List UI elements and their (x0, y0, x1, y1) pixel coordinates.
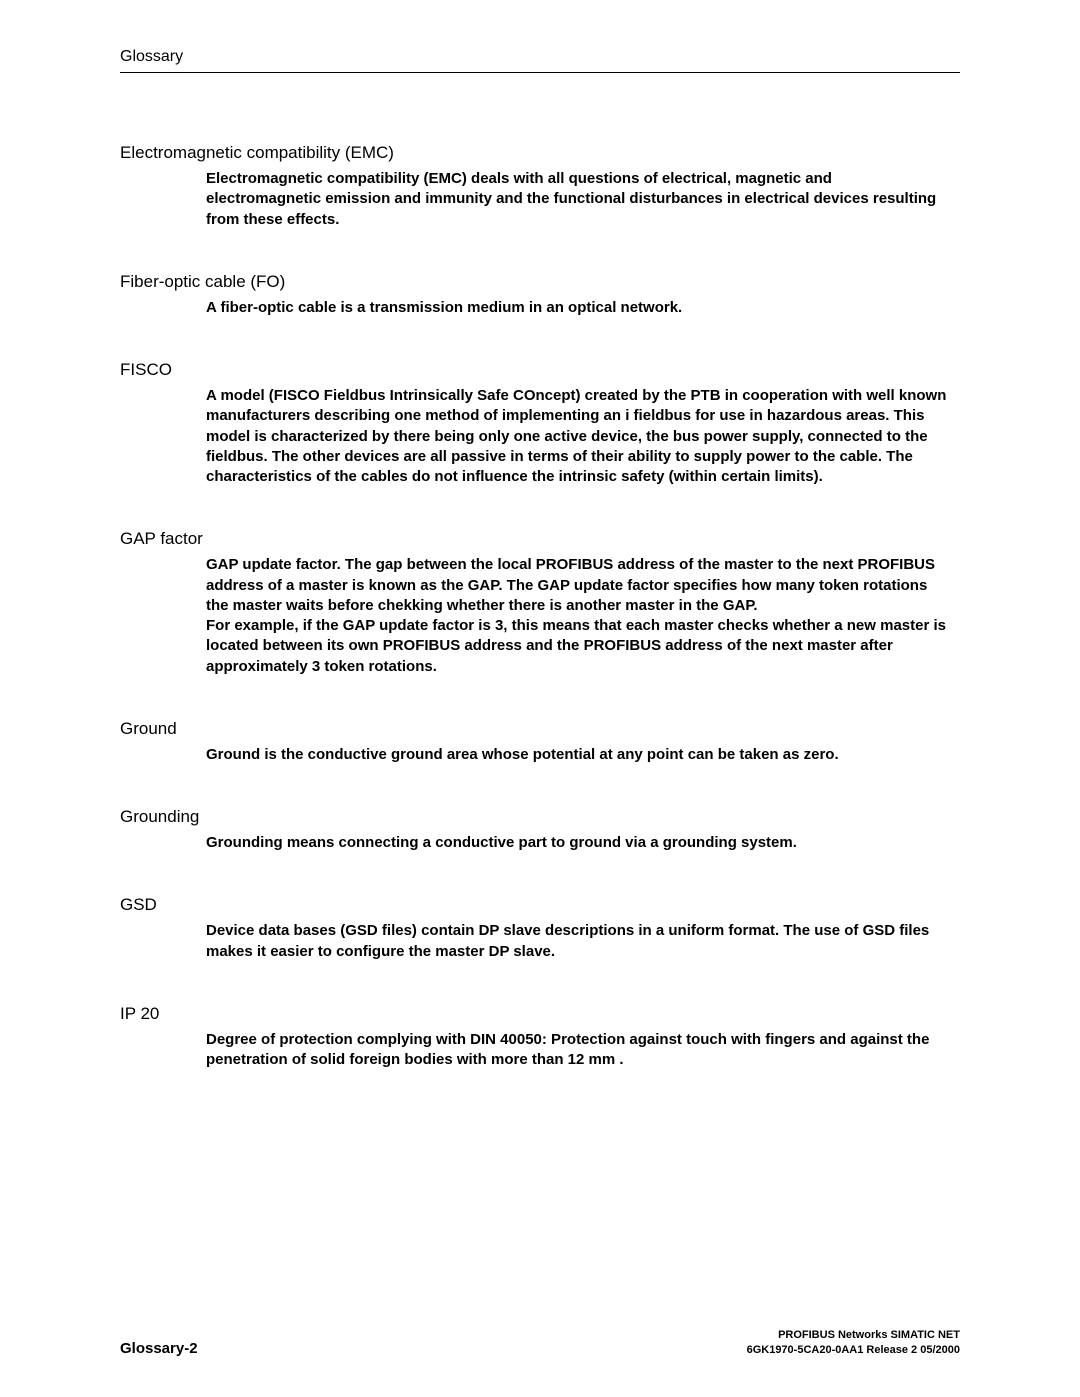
term-heading: Electromagnetic compatibility (EMC) (120, 143, 960, 163)
glossary-entry: Grounding Grounding means connecting a c… (120, 807, 960, 853)
footer-doc-id: 6GK1970-5CA20-0AA1 Release 2 05/2000 (747, 1343, 960, 1357)
glossary-entry: IP 20 Degree of protection complying wit… (120, 1004, 960, 1071)
term-heading: Ground (120, 719, 960, 739)
glossary-entry: FISCO A model (FISCO Fieldbus Intrinsica… (120, 360, 960, 487)
term-definition: Degree of protection complying with DIN … (120, 1030, 960, 1071)
footer-doc-info: PROFIBUS Networks SIMATIC NET 6GK1970-5C… (747, 1328, 960, 1357)
term-heading: FISCO (120, 360, 960, 380)
term-heading: Grounding (120, 807, 960, 827)
header-section-label: Glossary (120, 48, 183, 66)
glossary-entry: GAP factor GAP update factor. The gap be… (120, 529, 960, 677)
page-header: Glossary (120, 48, 960, 73)
term-heading: IP 20 (120, 1004, 960, 1024)
glossary-entry: Ground Ground is the conductive ground a… (120, 719, 960, 765)
term-definition: Electromagnetic compatibility (EMC) deal… (120, 169, 960, 230)
term-definition: A model (FISCO Fieldbus Intrinsically Sa… (120, 386, 960, 487)
glossary-entry: GSD Device data bases (GSD files) contai… (120, 895, 960, 962)
glossary-content: Electromagnetic compatibility (EMC) Elec… (120, 143, 960, 1070)
term-definition: A fiber-optic cable is a transmission me… (120, 298, 960, 318)
glossary-entry: Electromagnetic compatibility (EMC) Elec… (120, 143, 960, 230)
term-heading: GSD (120, 895, 960, 915)
page-footer: Glossary-2 PROFIBUS Networks SIMATIC NET… (120, 1328, 960, 1357)
term-heading: Fiber-optic cable (FO) (120, 272, 960, 292)
term-definition: Grounding means connecting a conductive … (120, 833, 960, 853)
term-definition: Device data bases (GSD files) contain DP… (120, 921, 960, 962)
term-definition: GAP update factor. The gap between the l… (120, 555, 960, 677)
footer-doc-title: PROFIBUS Networks SIMATIC NET (747, 1328, 960, 1342)
term-definition: Ground is the conductive ground area who… (120, 745, 960, 765)
glossary-entry: Fiber-optic cable (FO) A fiber-optic cab… (120, 272, 960, 318)
footer-page-number: Glossary-2 (120, 1340, 198, 1357)
term-heading: GAP factor (120, 529, 960, 549)
